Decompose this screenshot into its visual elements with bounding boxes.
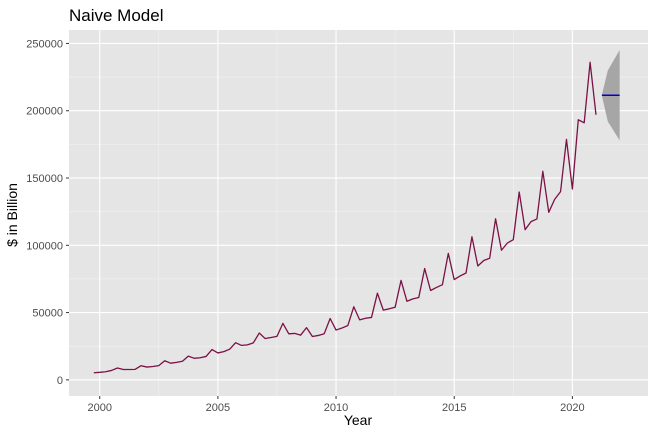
x-tick-label: 2020: [560, 402, 584, 414]
series-line-observed: [93, 61, 597, 374]
grid-major: [69, 30, 648, 396]
x-tick-label: 2005: [206, 402, 230, 414]
y-axis: 0 50000 100000 150000 200000 250000: [26, 38, 69, 387]
grid-minor: [69, 30, 648, 396]
x-tick-label: 2000: [87, 402, 111, 414]
x-tick-label: 2010: [324, 402, 348, 414]
plot-panel: [69, 30, 648, 396]
y-tick-label: 250000: [26, 38, 63, 50]
y-tick-label: 100000: [26, 240, 63, 252]
y-tick-label: 50000: [32, 308, 63, 320]
x-axis: 2000 2005 2010 2015 2020: [87, 396, 585, 414]
chart-title: Naive Model: [69, 6, 164, 25]
y-tick-label: 200000: [26, 106, 63, 118]
x-tick-label: 2015: [442, 402, 466, 414]
y-axis-label: $ in Billion: [4, 183, 20, 247]
y-tick-label: 150000: [26, 173, 63, 185]
y-tick-label: 0: [57, 375, 63, 387]
x-axis-label: Year: [344, 412, 373, 428]
series-layer: [93, 61, 620, 374]
